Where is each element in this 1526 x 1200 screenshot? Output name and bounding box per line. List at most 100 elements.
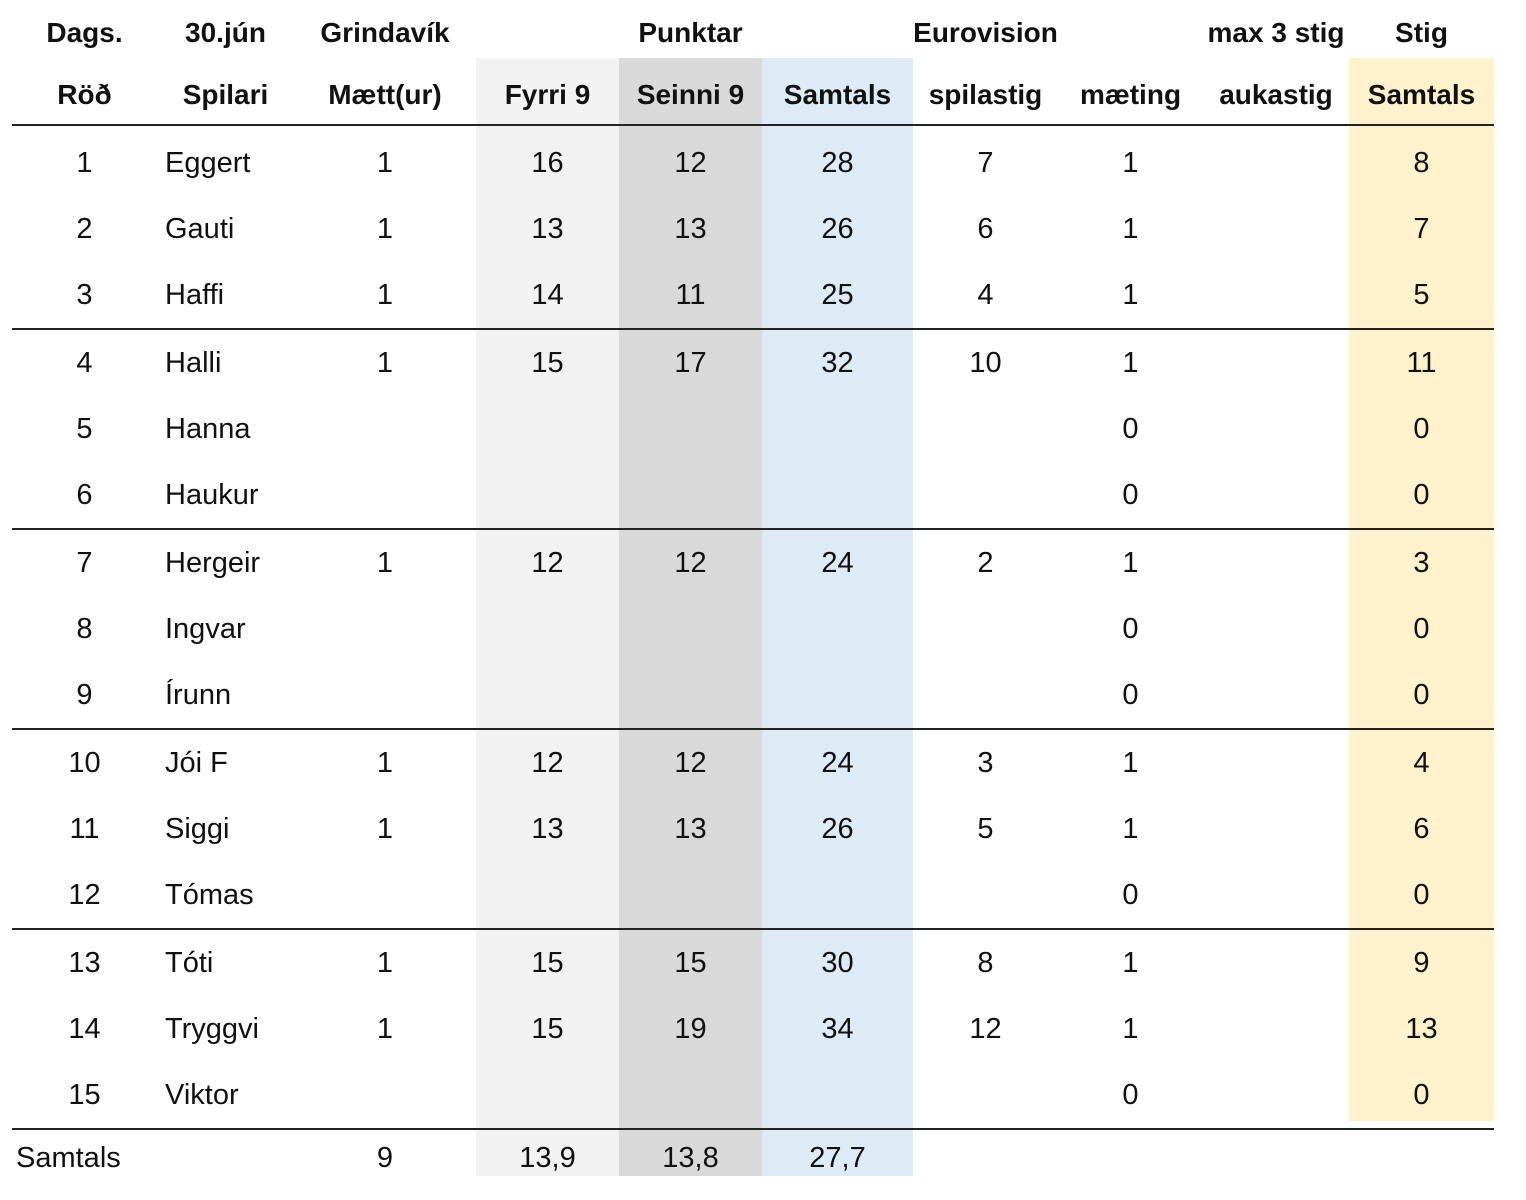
cell-fyrri: 13 <box>531 812 564 845</box>
table-row: 4 Halli 1 15 17 32 10 1 11 <box>12 329 1494 396</box>
cell-stig-samtals: 9 <box>1413 946 1430 979</box>
table-row: 5 Hanna 0 0 <box>12 396 1494 462</box>
cell-spilastig: 5 <box>977 812 994 845</box>
cell-seinni <box>619 862 762 930</box>
cell-maett <box>294 862 476 930</box>
cell-stig-samtals: 0 <box>1349 862 1494 930</box>
course-name: Grindavík <box>320 17 450 48</box>
cell-samtals: 26 <box>821 212 854 245</box>
cell-samtals <box>762 462 913 530</box>
scorecard-sheet: Dags. 30.jún Grindavík Punktar Eurovisio… <box>12 0 1494 1180</box>
cell-aukastig <box>1203 529 1349 596</box>
cell-maett: 1 <box>376 812 394 845</box>
cell-maett <box>294 396 476 462</box>
cell-spilastig: 12 <box>969 1012 1002 1045</box>
table-row: 1 Eggert 1 16 12 28 7 1 8 <box>12 125 1494 196</box>
cell-aukastig <box>1203 729 1349 796</box>
max-stig-label: max 3 stig <box>1207 17 1345 48</box>
cell-seinni: 11 <box>619 262 762 330</box>
totals-seinni: 13,8 <box>662 1141 719 1174</box>
cell-maett: 1 <box>376 946 394 979</box>
cell-maeting: 1 <box>1122 946 1139 979</box>
col-header-seinni: Seinni 9 <box>619 66 762 126</box>
cell-samtals <box>762 396 913 462</box>
cell-maeting: 1 <box>1122 212 1139 245</box>
cell-maett: 1 <box>376 1012 394 1045</box>
cell-aukastig <box>1203 1062 1349 1130</box>
cell-fyrri <box>476 662 619 730</box>
cell-spilari: Viktor <box>157 1062 294 1130</box>
cell-spilastig <box>913 396 1058 462</box>
cell-rod: 15 <box>12 1062 157 1130</box>
cell-spilastig: 2 <box>977 546 994 579</box>
table-row: 11 Siggi 1 13 13 26 5 1 6 <box>12 796 1494 862</box>
cell-rod: 5 <box>76 412 93 445</box>
cell-maeting: 1 <box>1122 146 1139 179</box>
cell-spilastig: 8 <box>977 946 994 979</box>
samtals-column-band <box>762 58 913 1176</box>
cell-spilari: Siggi <box>165 812 230 845</box>
cell-fyrri: 15 <box>531 946 564 979</box>
cell-maett <box>294 1062 476 1130</box>
cell-aukastig <box>1203 862 1349 930</box>
cell-samtals <box>762 662 913 730</box>
eurovision-label: Eurovision <box>913 17 1058 48</box>
cell-rod: 10 <box>68 746 101 779</box>
cell-stig-samtals: 0 <box>1413 612 1430 645</box>
cell-stig-samtals: 0 <box>1413 412 1430 445</box>
cell-aukastig <box>1203 796 1349 862</box>
stig-label: Stig <box>1395 17 1448 48</box>
cell-spilari: Hergeir <box>165 546 261 579</box>
cell-rod: 3 <box>12 262 157 330</box>
cell-spilari: Jói F <box>165 746 228 779</box>
cell-maeting: 0 <box>1122 412 1139 445</box>
cell-maett: 1 <box>376 546 394 579</box>
cell-seinni <box>619 396 762 462</box>
cell-maeting: 1 <box>1122 1012 1139 1045</box>
cell-spilari: Tóti <box>165 946 214 979</box>
cell-stig-samtals: 13 <box>1405 1012 1438 1045</box>
table-row: 7 Hergeir 1 12 12 24 2 1 3 <box>12 529 1494 596</box>
cell-stig-samtals: 3 <box>1413 546 1430 579</box>
cell-seinni <box>619 596 762 662</box>
cell-spilastig: 4 <box>913 262 1058 330</box>
cell-seinni: 12 <box>674 746 707 779</box>
cell-spilari: Haffi <box>157 262 294 330</box>
cell-maett: 1 <box>376 212 394 245</box>
seinni-column-band <box>619 58 762 1176</box>
table-row: 8 Ingvar 0 0 <box>12 596 1494 662</box>
cell-seinni: 13 <box>674 212 707 245</box>
cell-fyrri <box>476 596 619 662</box>
cell-spilastig: 3 <box>977 746 994 779</box>
cell-spilastig: 7 <box>977 146 994 179</box>
cell-seinni: 17 <box>674 346 707 379</box>
cell-aukastig <box>1203 196 1349 262</box>
cell-spilari: Ingvar <box>165 612 246 645</box>
cell-aukastig <box>1203 596 1349 662</box>
cell-stig-samtals: 7 <box>1413 212 1430 245</box>
cell-maett: 1 <box>294 262 476 330</box>
cell-rod: 12 <box>12 862 157 930</box>
cell-aukastig <box>1203 662 1349 730</box>
cell-aukastig <box>1203 329 1349 396</box>
header-row-columns: Röð Spilari Mætt(ur) Fyrri 9 Seinni 9 Sa… <box>12 66 1494 126</box>
header-row-top: Dags. 30.jún Grindavík Punktar Eurovisio… <box>12 0 1494 66</box>
cell-maeting: 1 <box>1122 546 1139 579</box>
cell-aukastig <box>1203 396 1349 462</box>
table-row: 3 Haffi 1 14 11 25 4 1 5 <box>12 262 1494 330</box>
cell-samtals: 28 <box>821 146 854 179</box>
table-row: 13 Tóti 1 15 15 30 8 1 9 <box>12 929 1494 996</box>
cell-samtals: 24 <box>821 546 854 579</box>
cell-rod: 8 <box>76 612 93 645</box>
table-row: 14 Tryggvi 1 15 19 34 12 1 13 <box>12 996 1494 1062</box>
cell-rod: 1 <box>76 146 93 179</box>
cell-samtals: 34 <box>821 1012 854 1045</box>
cell-spilari: Eggert <box>165 146 251 179</box>
cell-aukastig <box>1203 929 1349 996</box>
cell-fyrri: 13 <box>531 212 564 245</box>
cell-rod: 9 <box>12 662 157 730</box>
cell-rod: 13 <box>68 946 101 979</box>
table-row: 12 Tómas 0 0 <box>12 862 1494 930</box>
cell-fyrri: 16 <box>531 146 564 179</box>
col-header-spilari: Spilari <box>157 66 294 126</box>
